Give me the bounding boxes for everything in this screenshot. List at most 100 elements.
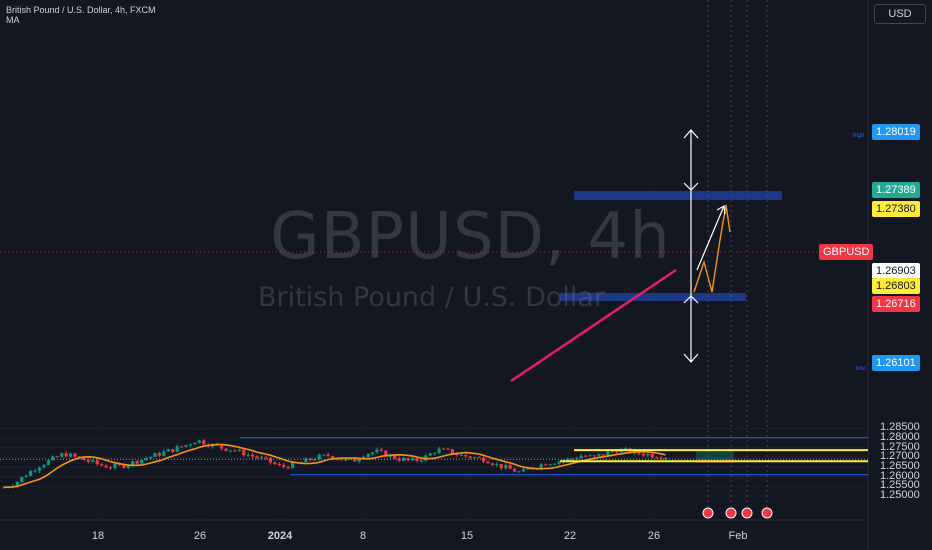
range-arrow-head-down <box>683 353 699 363</box>
economic-event-flag-icon <box>725 507 737 519</box>
projection-arrow-head <box>716 205 726 215</box>
candle-down <box>242 449 246 456</box>
x-tick-label: 15 <box>460 530 474 542</box>
candle-up <box>366 453 370 457</box>
candle-down <box>104 465 108 468</box>
candle-up <box>570 458 574 460</box>
candle-up <box>126 465 130 468</box>
x-tick-label: 8 <box>359 530 367 542</box>
economic-event-flag-icon <box>741 507 753 519</box>
candle-up <box>60 453 64 457</box>
candle-down <box>2 487 6 489</box>
x-tick-label: Feb <box>728 530 748 542</box>
x-tick-label: 22 <box>563 530 577 542</box>
candle-up <box>51 456 55 461</box>
economic-event-flag-icon <box>702 507 714 519</box>
candle-down <box>601 454 605 456</box>
candle-down <box>255 456 259 459</box>
candle-up <box>433 453 437 455</box>
y-tick-label: 1.28000 <box>880 431 920 444</box>
candle-up <box>517 471 521 473</box>
candle-up <box>459 454 463 456</box>
candle-down <box>441 448 446 450</box>
candle-down <box>251 454 255 457</box>
watermark-name: British Pound / U.S. Dollar <box>258 282 606 313</box>
candle-down <box>117 464 122 466</box>
candle-down <box>171 449 175 452</box>
candle-up <box>246 454 250 456</box>
candle-up <box>348 458 352 460</box>
candle-up <box>597 454 601 456</box>
y-tick-label: 1.25000 <box>880 489 920 501</box>
candle-up <box>166 449 170 452</box>
candle-up <box>46 460 50 465</box>
candle-down <box>308 458 312 461</box>
range-arrow-head-up <box>683 129 699 139</box>
candle-down <box>650 454 654 458</box>
symbol-tag: GBPUSD <box>819 244 874 260</box>
candle-down <box>353 458 357 462</box>
candle-down <box>202 440 206 445</box>
candle-up <box>370 452 375 454</box>
candle-up <box>33 470 37 472</box>
low-price-label: 1.26101 <box>872 355 920 371</box>
y-tick-label: 1.25500 <box>880 479 920 492</box>
candle-down <box>100 464 104 466</box>
candle-up <box>402 458 406 461</box>
candle-down <box>384 450 388 457</box>
candle-up <box>495 464 499 466</box>
candle-down <box>655 457 659 459</box>
candle-up <box>357 459 361 462</box>
candle-up <box>291 462 295 469</box>
candle-up <box>228 450 233 452</box>
candle-down <box>455 454 459 456</box>
candle-up <box>259 457 264 459</box>
candle-up <box>237 449 241 451</box>
indicator-label[interactable]: MA <box>6 15 20 25</box>
candle-up <box>29 470 33 476</box>
candle-up <box>184 445 188 447</box>
candle-down <box>233 450 237 452</box>
target-price-label: 1.27389 <box>872 182 920 198</box>
candle-down <box>273 462 277 464</box>
current-price-label: 1.26903 <box>872 263 920 279</box>
small-arrow-head <box>683 182 699 191</box>
candle-down <box>286 466 290 469</box>
y-tick-label: 1.26000 <box>880 469 920 482</box>
candle-up <box>131 461 135 466</box>
currency-button[interactable]: USD <box>874 4 926 24</box>
candle-down <box>268 457 272 463</box>
candle-down <box>477 457 481 459</box>
candle-down <box>55 456 59 458</box>
candle-down <box>122 464 126 468</box>
candle-up <box>193 442 197 445</box>
yellow-top-price-label: 1.27380 <box>872 201 920 217</box>
candle-up <box>548 464 552 466</box>
high-tag: high <box>853 133 865 139</box>
moving-average-line <box>3 443 666 489</box>
candle-up <box>588 455 592 457</box>
candle-up <box>69 453 73 457</box>
candle-up <box>113 464 117 469</box>
y-tick-label: 1.26500 <box>880 460 920 473</box>
stop-price-label: 1.26716 <box>872 296 920 312</box>
high-price-label: 1.28019 <box>872 124 920 140</box>
candle-down <box>95 460 99 465</box>
candle-up <box>410 458 415 461</box>
candle-down <box>641 453 645 456</box>
candle-up <box>663 457 668 459</box>
candle-up <box>162 451 166 456</box>
candle-down <box>499 464 503 469</box>
candle-down <box>135 461 139 464</box>
candle-down <box>446 448 450 450</box>
candle-up <box>153 453 157 457</box>
resistance-zone <box>574 191 782 200</box>
candle-up <box>313 459 317 461</box>
low-tag: low <box>856 366 866 372</box>
candle-up <box>188 444 193 446</box>
candle-up <box>140 459 144 464</box>
candle-up <box>304 458 308 463</box>
candle-down <box>277 463 281 466</box>
